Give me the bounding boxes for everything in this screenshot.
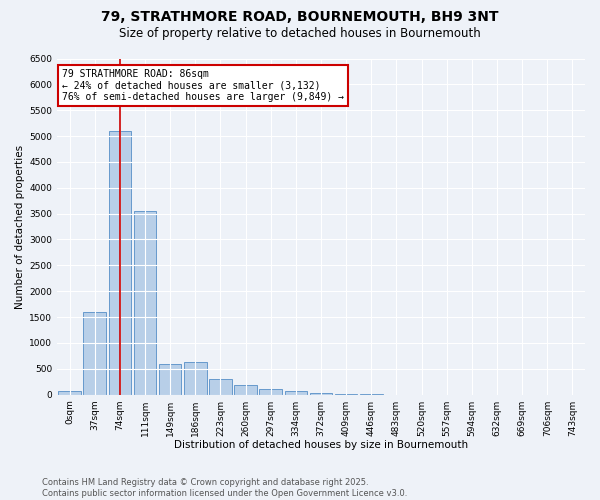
Text: Size of property relative to detached houses in Bournemouth: Size of property relative to detached ho… bbox=[119, 28, 481, 40]
Bar bbox=[109, 131, 131, 394]
Text: 79, STRATHMORE ROAD, BOURNEMOUTH, BH9 3NT: 79, STRATHMORE ROAD, BOURNEMOUTH, BH9 3N… bbox=[101, 10, 499, 24]
Bar bbox=[159, 364, 181, 394]
Bar bbox=[83, 312, 106, 394]
X-axis label: Distribution of detached houses by size in Bournemouth: Distribution of detached houses by size … bbox=[174, 440, 468, 450]
Text: Contains HM Land Registry data © Crown copyright and database right 2025.
Contai: Contains HM Land Registry data © Crown c… bbox=[42, 478, 407, 498]
Y-axis label: Number of detached properties: Number of detached properties bbox=[15, 144, 25, 308]
Bar bbox=[58, 390, 81, 394]
Bar bbox=[184, 362, 206, 394]
Text: 79 STRATHMORE ROAD: 86sqm
← 24% of detached houses are smaller (3,132)
76% of se: 79 STRATHMORE ROAD: 86sqm ← 24% of detac… bbox=[62, 68, 344, 102]
Bar bbox=[284, 391, 307, 394]
Bar bbox=[209, 378, 232, 394]
Bar bbox=[134, 211, 157, 394]
Bar bbox=[310, 393, 332, 394]
Bar bbox=[259, 390, 282, 394]
Bar bbox=[234, 385, 257, 394]
